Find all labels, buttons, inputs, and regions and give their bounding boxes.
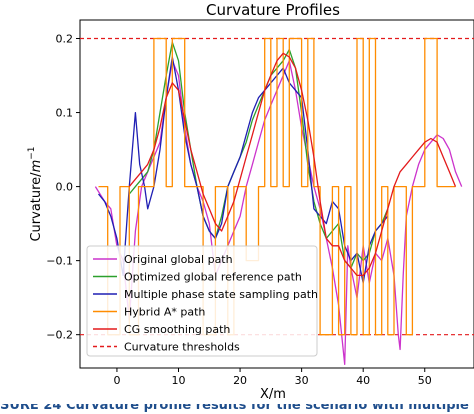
legend-label: Hybrid A* path	[124, 306, 205, 319]
x-tick-label: 50	[418, 374, 432, 387]
caption-strip: SURE 24 Curvature profile results for th…	[0, 404, 474, 414]
x-tick-label: 10	[172, 374, 186, 387]
x-tick-label: 0	[113, 374, 120, 387]
plot-frame	[79, 19, 474, 369]
hybrid-a-path-line	[98, 37, 456, 336]
legend-entry: CG smoothing path	[93, 323, 230, 336]
y-axis-label-base: Curvature/	[29, 172, 44, 242]
legend-box	[86, 245, 318, 357]
figure-caption: SURE 24 Curvature profile results for th…	[0, 404, 469, 413]
curvature-chart: Curvature Profiles 0 10 20 30 40 50 −0.2 −0.1 0…	[27, 1, 474, 402]
y-tick-label: 0.0	[56, 181, 74, 194]
y-tick: 0.2	[56, 33, 80, 46]
x-tick: 0	[113, 368, 120, 387]
legend-label: Multiple phase state sampling path	[124, 288, 318, 301]
legend-entry: Multiple phase state sampling path	[93, 288, 318, 301]
y-tick-label: −0.1	[46, 255, 73, 268]
legend-label: Original global path	[124, 253, 233, 266]
y-axis: −0.2 −0.1 0.0 0.1 0.2	[46, 33, 80, 342]
legend-entry: Original global path	[93, 253, 233, 266]
legend: Original global path Optimized global ref…	[86, 245, 318, 357]
cg-smoothing-path-line	[128, 52, 457, 277]
y-tick: 0.0	[56, 181, 80, 194]
chart-title: Curvature Profiles	[206, 1, 340, 19]
y-axis-label-unit: m	[29, 160, 44, 173]
legend-label: CG smoothing path	[124, 323, 230, 336]
y-tick-label: 0.1	[56, 107, 74, 120]
x-tick-label: 30	[295, 374, 309, 387]
legend-label: Curvature thresholds	[124, 341, 240, 354]
x-tick: 40	[356, 368, 370, 387]
legend-entry: Hybrid A* path	[93, 306, 205, 319]
x-axis-label: X/m	[260, 387, 286, 402]
x-tick-label: 40	[356, 374, 370, 387]
series-lines	[94, 37, 463, 365]
x-tick: 10	[172, 368, 186, 387]
y-tick: −0.1	[46, 255, 80, 268]
legend-entry: Optimized global reference path	[93, 271, 302, 284]
legend-entry: Curvature thresholds	[93, 341, 240, 354]
x-axis: 0 10 20 30 40 50	[113, 368, 432, 387]
x-tick-label: 20	[233, 374, 247, 387]
legend-label: Optimized global reference path	[124, 271, 302, 284]
x-tick: 20	[233, 368, 247, 387]
x-tick: 30	[295, 368, 309, 387]
y-tick-label: −0.2	[46, 329, 73, 342]
y-axis-label-exp: −1	[27, 146, 37, 159]
y-axis-label: Curvature/m−1	[27, 146, 44, 241]
x-tick: 50	[418, 368, 432, 387]
y-tick-label: 0.2	[56, 33, 74, 46]
y-tick: 0.1	[56, 107, 80, 120]
y-tick: −0.2	[46, 329, 80, 342]
